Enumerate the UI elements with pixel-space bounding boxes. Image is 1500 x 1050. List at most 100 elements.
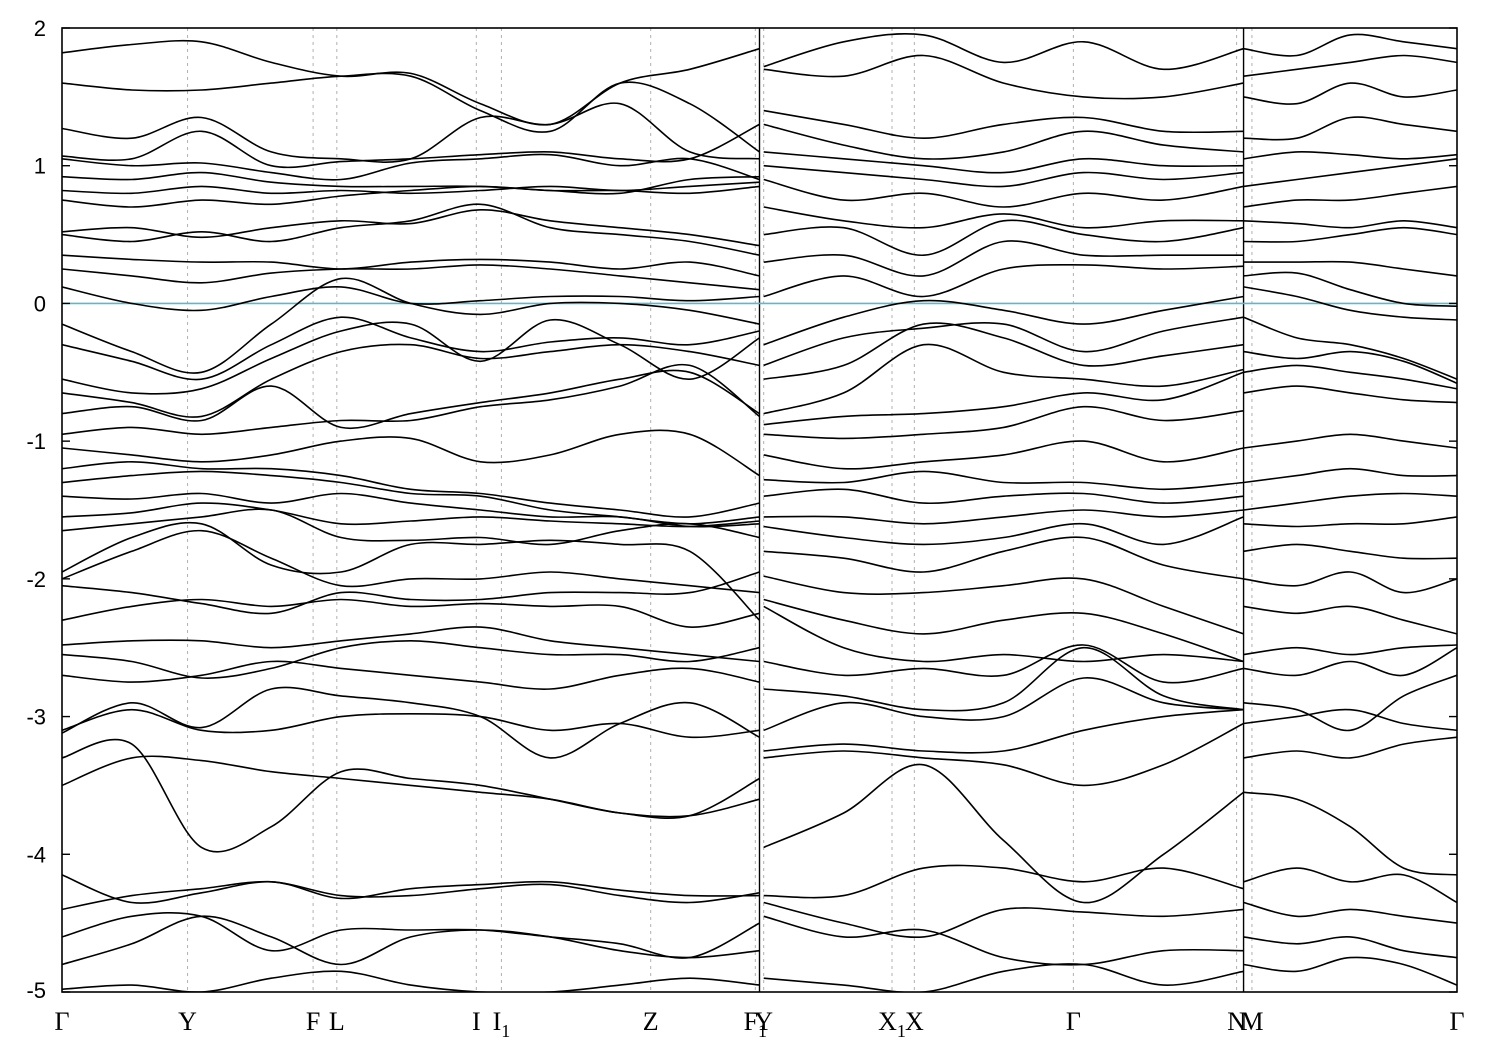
band-line <box>763 109 1244 139</box>
band-line <box>763 488 1244 505</box>
band-line <box>62 738 760 853</box>
band-line <box>62 102 760 163</box>
band-line <box>1243 433 1457 449</box>
band-line <box>62 708 760 739</box>
band-line <box>62 502 760 528</box>
band-line <box>763 677 1244 732</box>
band-line <box>763 509 1244 525</box>
band-line <box>763 598 1244 663</box>
band-series <box>62 32 1457 992</box>
band-line <box>1243 543 1457 560</box>
band-line <box>763 151 1244 174</box>
plot-border <box>61 27 1458 993</box>
band-line <box>763 295 1244 346</box>
y-tick-label: 2 <box>34 16 46 41</box>
kpoint-label: Γ <box>1066 1007 1081 1036</box>
kpoint-label: M <box>1240 1007 1263 1036</box>
band-line <box>763 470 1244 491</box>
band-line <box>1243 936 1457 959</box>
band-line <box>1243 286 1457 321</box>
kpoint-label: Y <box>754 1007 773 1036</box>
band-line <box>763 54 1244 100</box>
band-line <box>62 203 760 256</box>
band-line <box>62 755 760 819</box>
kpoint-label: F <box>306 1007 320 1036</box>
band-line <box>1243 605 1457 635</box>
band-line <box>1243 492 1457 511</box>
band-line <box>1243 956 1457 986</box>
band-line <box>763 240 1244 277</box>
y-tick-label: -1 <box>26 429 46 454</box>
band-line <box>1243 82 1457 105</box>
band-line <box>62 171 760 195</box>
band-line <box>763 316 1244 367</box>
band-line <box>62 686 760 759</box>
kpoint-label: I1 <box>493 1007 511 1041</box>
y-tick-label: -3 <box>26 705 46 730</box>
y-tick-label: -5 <box>26 978 46 1003</box>
band-line <box>62 571 760 615</box>
band-line <box>763 901 1244 939</box>
band-line <box>62 880 760 911</box>
kpoint-label: Γ <box>54 1007 69 1036</box>
band-line <box>62 363 760 436</box>
band-line <box>62 911 760 959</box>
band-line <box>62 529 760 594</box>
band-line <box>763 708 1244 754</box>
plot-frame <box>61 27 1458 993</box>
band-line <box>62 640 760 679</box>
band-line <box>1243 467 1457 484</box>
band-line <box>62 185 760 208</box>
band-line <box>1243 516 1457 528</box>
band-line <box>763 123 1244 160</box>
band-line <box>763 864 1244 899</box>
band-line <box>763 405 1244 440</box>
band-line <box>62 286 760 312</box>
kpoint-label: F1 <box>744 1007 767 1041</box>
band-line <box>62 208 760 247</box>
band-line <box>1243 33 1457 57</box>
band-line <box>1243 316 1457 380</box>
band-line <box>1243 271 1457 307</box>
band-line <box>763 219 1244 257</box>
band-line <box>1243 644 1457 656</box>
band-line <box>62 461 760 518</box>
band-line <box>763 263 1244 298</box>
band-line <box>62 429 760 477</box>
y-tick-label: 0 <box>34 291 46 316</box>
kpoint-label: L <box>329 1007 345 1036</box>
band-line <box>62 660 760 690</box>
band-line <box>1243 220 1457 229</box>
band-line <box>1243 736 1457 759</box>
band-line <box>1243 571 1457 594</box>
band-line <box>62 369 760 430</box>
band-line <box>763 915 1244 966</box>
band-line <box>763 343 1244 415</box>
band-line <box>62 316 760 381</box>
band-line <box>763 722 1244 787</box>
band-line <box>763 605 1244 663</box>
band-line <box>62 915 760 966</box>
band-line <box>62 277 760 374</box>
band-line <box>62 123 760 169</box>
band-line <box>62 343 760 418</box>
kpoint-label: I <box>472 1007 481 1036</box>
band-line <box>763 440 1244 470</box>
band-line <box>763 516 1244 546</box>
band-line <box>1243 708 1457 732</box>
band-line <box>1243 350 1457 385</box>
band-line <box>62 72 760 153</box>
band-line <box>763 646 1244 712</box>
band-line <box>1243 158 1457 188</box>
band-line <box>62 521 761 621</box>
kpoint-label: X <box>905 1007 924 1036</box>
band-line <box>1243 791 1457 876</box>
band-line <box>62 970 760 992</box>
band-line <box>1243 54 1457 77</box>
kpoint-label: Y <box>178 1007 197 1036</box>
kpoint-label: Γ <box>1449 1007 1464 1036</box>
y-tick-label: -4 <box>26 842 46 867</box>
band-line <box>763 206 1244 229</box>
band-line <box>1243 364 1457 390</box>
